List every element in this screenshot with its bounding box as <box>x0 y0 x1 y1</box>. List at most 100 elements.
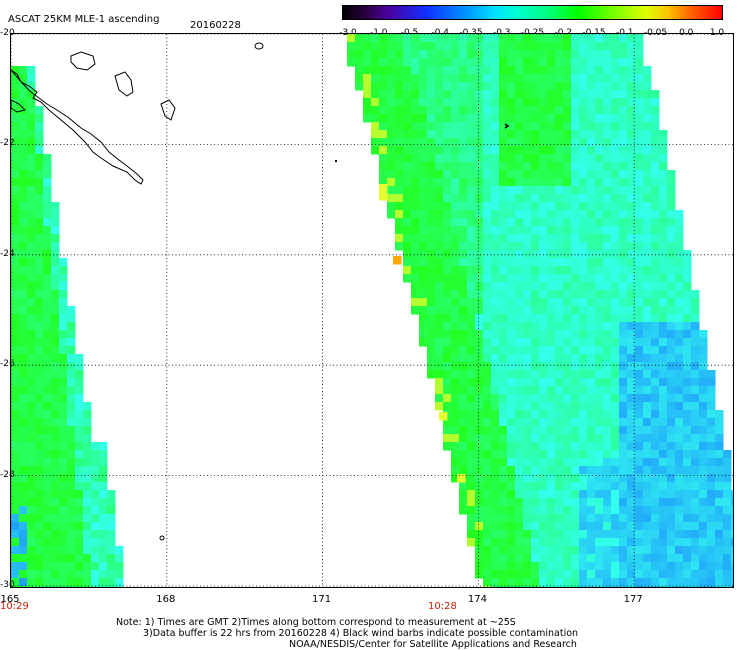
data-cell <box>507 186 516 195</box>
data-cell <box>611 586 620 587</box>
data-cell <box>507 474 516 483</box>
data-cell <box>67 554 76 563</box>
data-cell <box>571 474 580 483</box>
data-cell <box>555 138 564 147</box>
data-cell <box>707 538 716 547</box>
data-cell <box>27 106 36 115</box>
data-cell <box>667 450 676 459</box>
data-cell <box>427 138 436 147</box>
data-cell <box>651 338 660 347</box>
data-cell <box>651 306 660 315</box>
data-cell <box>43 418 52 427</box>
data-cell <box>491 218 500 227</box>
data-cell <box>619 242 628 251</box>
data-cell <box>499 202 508 211</box>
data-cell <box>483 82 492 91</box>
data-cell <box>539 498 548 507</box>
data-cell <box>515 410 524 419</box>
data-cell <box>459 234 468 243</box>
longitude-label: 171 <box>312 594 332 605</box>
data-cell <box>579 426 588 435</box>
data-cell <box>635 42 644 51</box>
data-cell <box>627 266 636 275</box>
data-cell <box>35 562 44 571</box>
data-cell <box>459 394 468 403</box>
data-cell <box>579 250 588 259</box>
data-cell <box>587 434 596 443</box>
data-cell <box>595 370 604 379</box>
data-cell <box>27 234 36 243</box>
data-cell <box>499 154 508 163</box>
data-cell <box>427 74 436 83</box>
data-cell <box>59 386 68 395</box>
data-cell <box>467 306 476 315</box>
latitude-label: -26 <box>0 359 15 370</box>
data-cell <box>467 402 476 411</box>
data-cell <box>419 162 428 171</box>
data-cell <box>635 490 644 499</box>
data-cell <box>667 482 676 491</box>
data-cell <box>75 514 84 523</box>
data-cell <box>611 426 620 435</box>
data-cell <box>619 538 628 547</box>
data-cell <box>683 298 692 307</box>
data-cell <box>483 322 492 331</box>
data-cell <box>707 466 716 475</box>
data-cell <box>667 562 676 571</box>
data-cell <box>67 546 76 555</box>
data-cell <box>515 242 524 251</box>
data-cell <box>11 506 20 515</box>
data-cell <box>643 298 652 307</box>
data-cell <box>11 266 20 275</box>
data-cell <box>643 186 652 195</box>
data-cell <box>579 514 588 523</box>
data-cell <box>427 370 436 379</box>
data-cell <box>395 106 404 115</box>
data-cell <box>515 34 524 43</box>
data-cell <box>27 298 36 307</box>
data-cell <box>499 514 508 523</box>
data-cell <box>451 322 460 331</box>
data-cell <box>491 370 500 379</box>
data-cell <box>603 530 612 539</box>
data-cell <box>539 186 548 195</box>
data-cell <box>11 250 20 259</box>
data-cell <box>499 50 508 59</box>
data-cell <box>11 378 20 387</box>
data-cell <box>515 314 524 323</box>
data-cell <box>563 202 572 211</box>
data-cell <box>515 74 524 83</box>
data-cell <box>635 66 644 75</box>
data-cell <box>611 482 620 491</box>
data-cell <box>531 418 540 427</box>
data-cell <box>411 162 420 171</box>
data-cell <box>579 210 588 219</box>
data-cell <box>475 530 484 539</box>
data-cell <box>19 274 28 283</box>
data-cell <box>579 386 588 395</box>
data-cell <box>27 210 36 219</box>
data-cell <box>499 98 508 107</box>
data-cell <box>59 434 68 443</box>
data-cell <box>35 338 44 347</box>
data-cell <box>635 170 644 179</box>
data-cell <box>523 58 532 67</box>
data-cell <box>539 178 548 187</box>
data-cell <box>99 570 108 579</box>
data-cell <box>603 98 612 107</box>
data-cell <box>475 242 484 251</box>
data-cell <box>611 258 620 267</box>
data-cell <box>491 250 500 259</box>
data-cell <box>11 402 20 411</box>
data-cell <box>691 554 700 563</box>
data-cell <box>635 274 644 283</box>
data-cell <box>43 426 52 435</box>
data-cell <box>51 538 60 547</box>
data-cell <box>611 370 620 379</box>
data-cell <box>427 218 436 227</box>
data-cell <box>99 450 108 459</box>
data-cell <box>459 370 468 379</box>
data-cell <box>587 346 596 355</box>
data-cell <box>603 434 612 443</box>
data-cell <box>467 266 476 275</box>
